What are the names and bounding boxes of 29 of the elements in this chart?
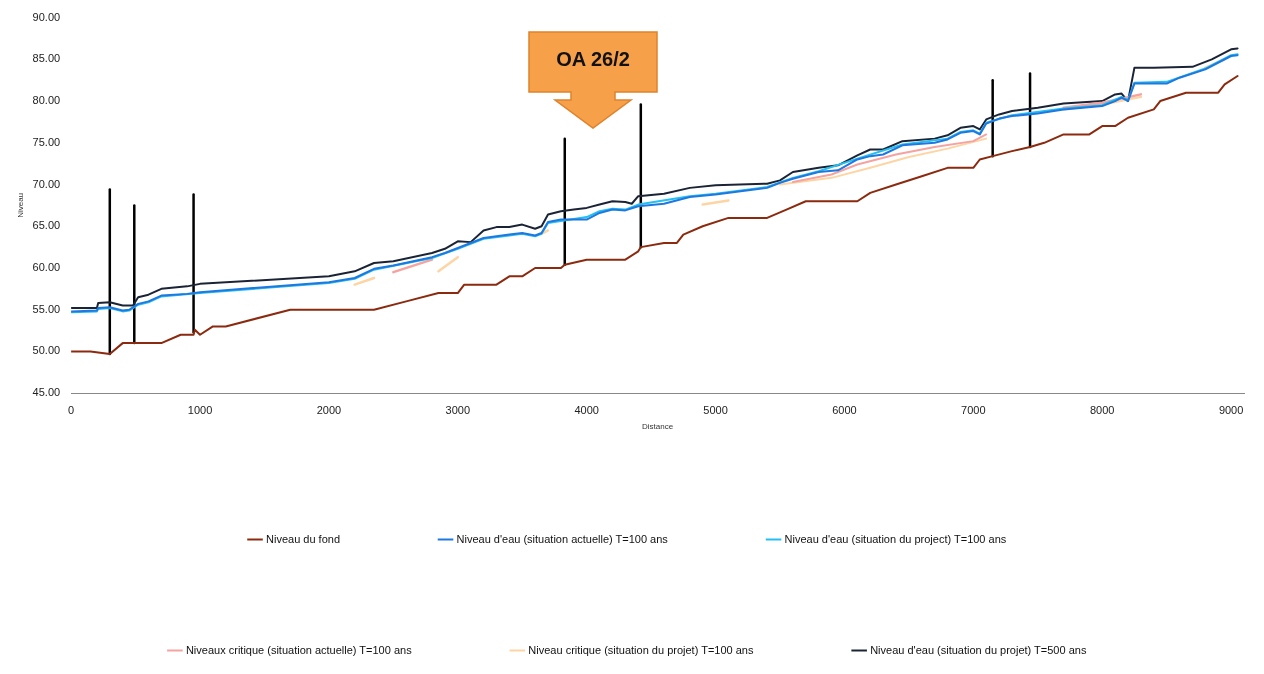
- x-tick-label: 8000: [1089, 403, 1115, 416]
- x-tick-label: 9000: [1218, 403, 1244, 416]
- x-tick-label: 7000: [961, 403, 986, 416]
- y-tick-label: 60.00: [32, 261, 61, 274]
- x-tick-label: 2000: [316, 403, 342, 416]
- y-tick-label: 65.00: [32, 219, 61, 232]
- y-axis-title: Niveau: [16, 192, 25, 218]
- y-tick-label: 55.00: [32, 302, 61, 315]
- y-tick-label: 45.00: [32, 386, 61, 399]
- x-tick-label: 6000: [832, 403, 857, 416]
- y-tick-label: 75.00: [32, 135, 61, 148]
- x-tick-label: 1000: [187, 403, 213, 416]
- legend-label: Niveau d'eau (situation du project) T=100 ans: [784, 532, 1007, 545]
- x-tick-label: 5000: [703, 403, 728, 416]
- annotation: OA 26/2: [555, 47, 631, 71]
- x-tick-label: 0: [68, 403, 75, 416]
- x-axis-title: Distance: [642, 422, 674, 432]
- x-tick-label: 4000: [574, 403, 599, 416]
- y-tick-label: 50.00: [32, 344, 61, 357]
- legend-label: Niveau critique (situation du projet) T=100 ans: [528, 643, 754, 656]
- y-tick-label: 90.00: [32, 10, 61, 23]
- y-tick-label: 85.00: [32, 52, 61, 65]
- y-tick-label: 80.00: [32, 94, 61, 107]
- legend-label: Niveau du fond: [266, 532, 341, 545]
- legend-label: Niveau d'eau (situation actuelle) T=100 ans: [456, 532, 669, 545]
- x-tick-label: 3000: [445, 403, 471, 416]
- legend-label: Niveau d'eau (situation du projet) T=500 ans: [870, 643, 1087, 656]
- y-tick-label: 70.00: [32, 177, 61, 190]
- legend-label: Niveaux critique (situation actuelle) T=100 ans: [185, 643, 413, 656]
